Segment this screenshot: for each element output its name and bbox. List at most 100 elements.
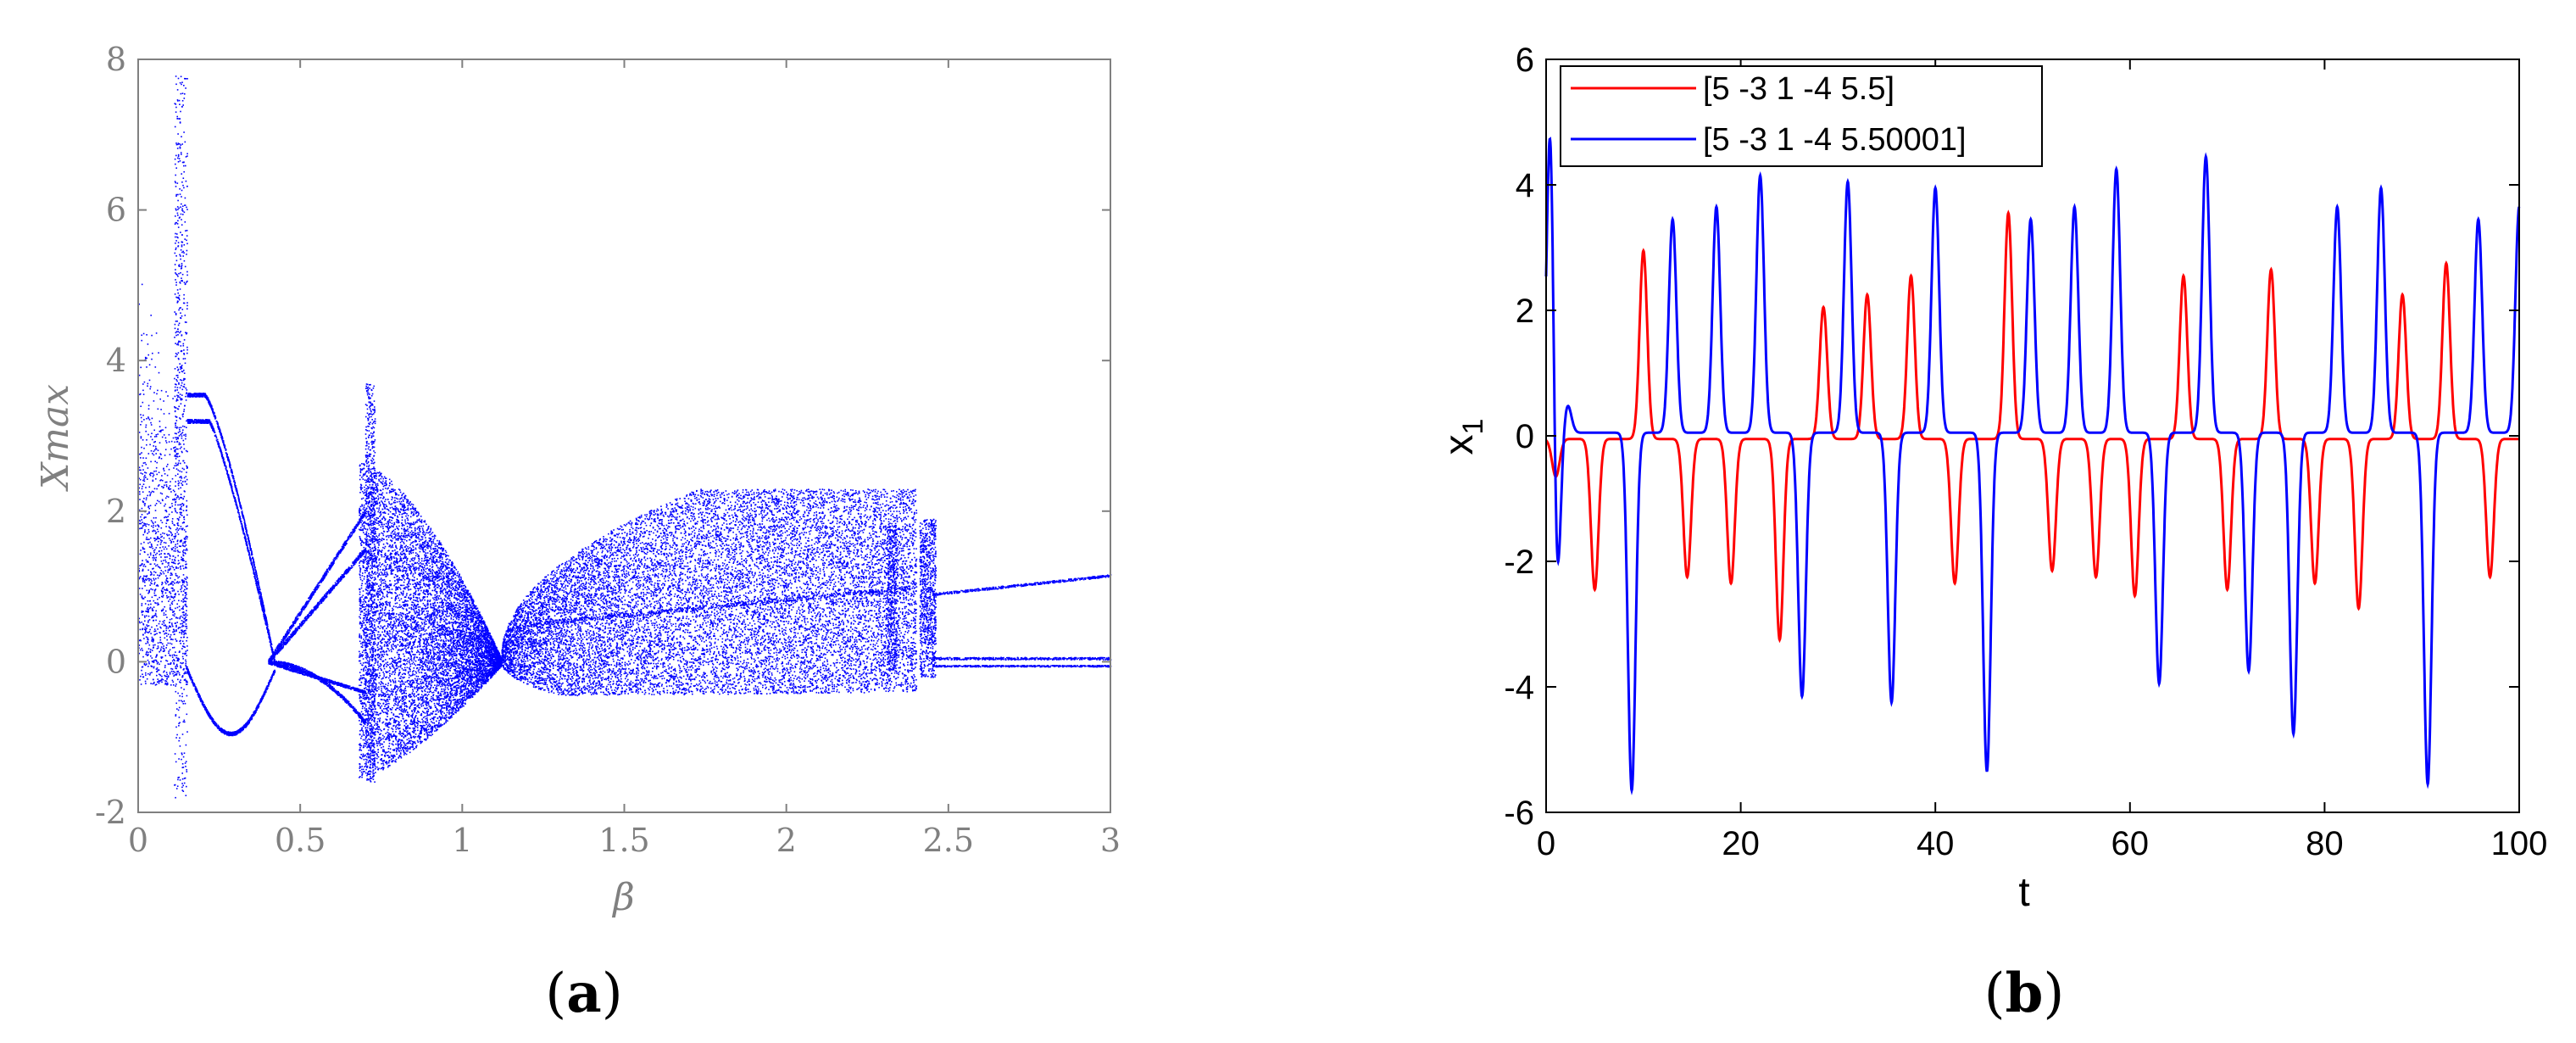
bifurcation-point	[162, 532, 164, 534]
bifurcation-point	[170, 532, 172, 534]
bifurcation-point	[267, 633, 270, 635]
bifurcation-point	[248, 550, 250, 552]
bifurcation-point	[183, 369, 185, 371]
bifurcation-point	[252, 557, 253, 559]
bifurcation-point	[151, 580, 153, 582]
bifurcation-point	[178, 158, 181, 159]
bifurcation-point	[183, 580, 186, 582]
bifurcation-point	[255, 581, 258, 583]
bifurcation-point	[180, 345, 182, 347]
bifurcation-point	[270, 678, 272, 681]
bifurcation-point	[168, 562, 170, 564]
bifurcation-point	[138, 577, 141, 579]
bifurcation-point	[158, 526, 160, 527]
bifurcation-point	[246, 533, 248, 535]
bifurcation-point	[164, 503, 166, 505]
bifurcation-point	[226, 734, 228, 736]
bifurcation-point	[171, 538, 174, 540]
bifurcation-point	[175, 208, 177, 210]
bifurcation-point	[257, 581, 259, 583]
bifurcation-point	[192, 680, 193, 683]
bifurcation-point	[229, 465, 231, 467]
bifurcation-point	[163, 413, 165, 415]
bifurcation-point	[175, 510, 177, 513]
bifurcation-point	[155, 577, 157, 580]
bifurcation-point	[184, 777, 186, 779]
bifurcation-point	[253, 558, 254, 561]
bifurcation-point	[142, 650, 143, 651]
bifurcation-point	[258, 583, 259, 586]
bifurcation-point	[181, 496, 182, 499]
bifurcation-point	[184, 619, 186, 622]
bifurcation-point	[148, 662, 150, 665]
bifurcation-point	[248, 541, 250, 544]
bifurcation-point	[199, 396, 201, 398]
bifurcation-point	[175, 453, 178, 455]
bifurcation-point	[262, 610, 264, 612]
bifurcation-point	[144, 529, 146, 531]
bifurcation-point	[174, 655, 176, 656]
bifurcation-point	[177, 331, 179, 332]
bifurcation-point	[177, 157, 179, 159]
bifurcation-point	[139, 622, 141, 624]
bifurcation-point	[164, 581, 166, 583]
bifurcation-point	[145, 358, 147, 360]
bifurcation-point	[262, 611, 264, 612]
bifurcation-point	[179, 674, 181, 676]
bifurcation-point	[186, 389, 188, 391]
bifurcation-point	[215, 722, 218, 725]
bifurcation-point	[159, 632, 161, 634]
bifurcation-point	[163, 467, 164, 470]
bifurcation-point	[220, 448, 221, 450]
bifurcation-point	[165, 647, 167, 649]
bifurcation-point	[151, 544, 153, 546]
bifurcation-point	[159, 574, 161, 577]
bifurcation-point	[181, 695, 183, 698]
bifurcation-points	[138, 75, 1112, 799]
bifurcation-point	[182, 429, 184, 431]
bifurcation-point	[154, 530, 156, 533]
bifurcation-point	[141, 603, 143, 605]
bifurcation-point	[138, 570, 140, 572]
bifurcation-point	[145, 516, 147, 518]
bifurcation-point	[150, 537, 152, 539]
bifurcation-point	[177, 237, 179, 239]
bifurcation-point	[170, 606, 171, 609]
bifurcation-point	[186, 667, 188, 670]
bifurcation-point	[229, 479, 231, 481]
bifurcation-point	[270, 676, 272, 678]
bifurcation-point	[244, 537, 247, 539]
bifurcation-point	[185, 395, 186, 398]
bifurcation-point	[268, 683, 270, 684]
bifurcation-point	[156, 648, 159, 650]
bifurcation-point	[177, 778, 179, 781]
bifurcation-point	[265, 621, 267, 622]
bifurcation-point	[198, 696, 200, 699]
bifurcation-point	[235, 487, 236, 488]
bifurcation-point	[155, 448, 157, 449]
bifurcation-point	[269, 680, 270, 682]
bifurcation-point	[155, 332, 158, 334]
bifurcation-point	[270, 644, 273, 645]
bifurcation-point	[177, 392, 180, 393]
bifurcation-point	[198, 421, 201, 424]
bifurcation-point	[138, 491, 141, 493]
bifurcation-point	[166, 589, 169, 592]
bifurcation-point	[261, 697, 264, 699]
bifurcation-point	[175, 416, 176, 417]
bifurcation-point	[154, 630, 157, 632]
bifurcation-point	[227, 457, 229, 459]
bifurcation-point	[175, 240, 177, 242]
bifurcation-point	[185, 553, 186, 555]
bifurcation-point	[158, 540, 159, 543]
bifurcation-point	[159, 641, 161, 644]
bifurcation-point	[159, 547, 161, 549]
bifurcation-point	[175, 465, 177, 466]
bifurcation-point	[148, 631, 151, 633]
bifurcation-point	[174, 449, 175, 451]
bifurcation-point	[182, 605, 185, 607]
bifurcation-point	[159, 567, 161, 569]
bifurcation-point	[237, 732, 239, 733]
bifurcation-point	[186, 427, 187, 428]
bifurcation-point	[143, 522, 145, 525]
